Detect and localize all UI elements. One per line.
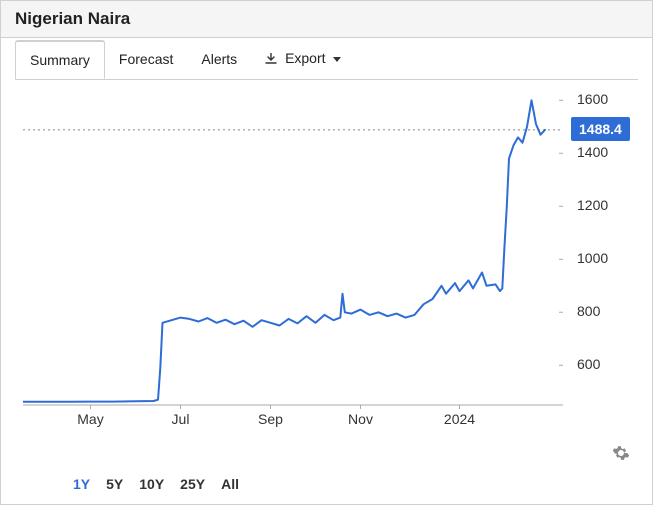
tab-forecast[interactable]: Forecast	[105, 41, 187, 77]
tab-label: Forecast	[119, 51, 173, 67]
current-value-badge: 1488.4	[571, 117, 630, 141]
range-selector: 1Y 5Y 10Y 25Y All	[73, 476, 239, 492]
range-1y[interactable]: 1Y	[73, 476, 90, 492]
tab-summary[interactable]: Summary	[15, 40, 105, 79]
download-icon	[265, 52, 277, 68]
x-tick-label: Nov	[348, 411, 373, 427]
y-tick-label: 600	[577, 356, 600, 372]
tab-bar: Summary Forecast Alerts Export	[1, 38, 652, 80]
y-tick-label: 1600	[577, 91, 608, 107]
tab-underline	[15, 79, 638, 80]
x-tick-label: 2024	[444, 411, 475, 427]
page-title: Nigerian Naira	[1, 1, 652, 38]
tab-label: Alerts	[201, 51, 237, 67]
chart-card: Nigerian Naira Summary Forecast Alerts E…	[0, 0, 653, 505]
y-tick-label: 800	[577, 303, 600, 319]
tab-export[interactable]: Export	[251, 40, 355, 77]
range-label: 25Y	[180, 476, 205, 492]
y-tick-label: 1000	[577, 250, 608, 266]
current-value: 1488.4	[579, 121, 622, 137]
line-chart	[23, 87, 563, 433]
range-label: 1Y	[73, 476, 90, 492]
x-tick-label: Jul	[172, 411, 190, 427]
chevron-down-icon	[333, 57, 341, 62]
gear-icon	[612, 444, 630, 462]
tab-alerts[interactable]: Alerts	[187, 41, 251, 77]
x-tick-label: May	[77, 411, 103, 427]
tab-label: Summary	[30, 52, 90, 68]
settings-button[interactable]	[612, 444, 630, 462]
x-tick-label: Sep	[258, 411, 283, 427]
range-label: 10Y	[139, 476, 164, 492]
y-tick-label: 1200	[577, 197, 608, 213]
export-label: Export	[285, 50, 325, 66]
range-5y[interactable]: 5Y	[106, 476, 123, 492]
range-label: All	[221, 476, 239, 492]
range-10y[interactable]: 10Y	[139, 476, 164, 492]
range-25y[interactable]: 25Y	[180, 476, 205, 492]
chart-svg	[23, 87, 563, 433]
y-tick-label: 1400	[577, 144, 608, 160]
range-label: 5Y	[106, 476, 123, 492]
range-all[interactable]: All	[221, 476, 239, 492]
